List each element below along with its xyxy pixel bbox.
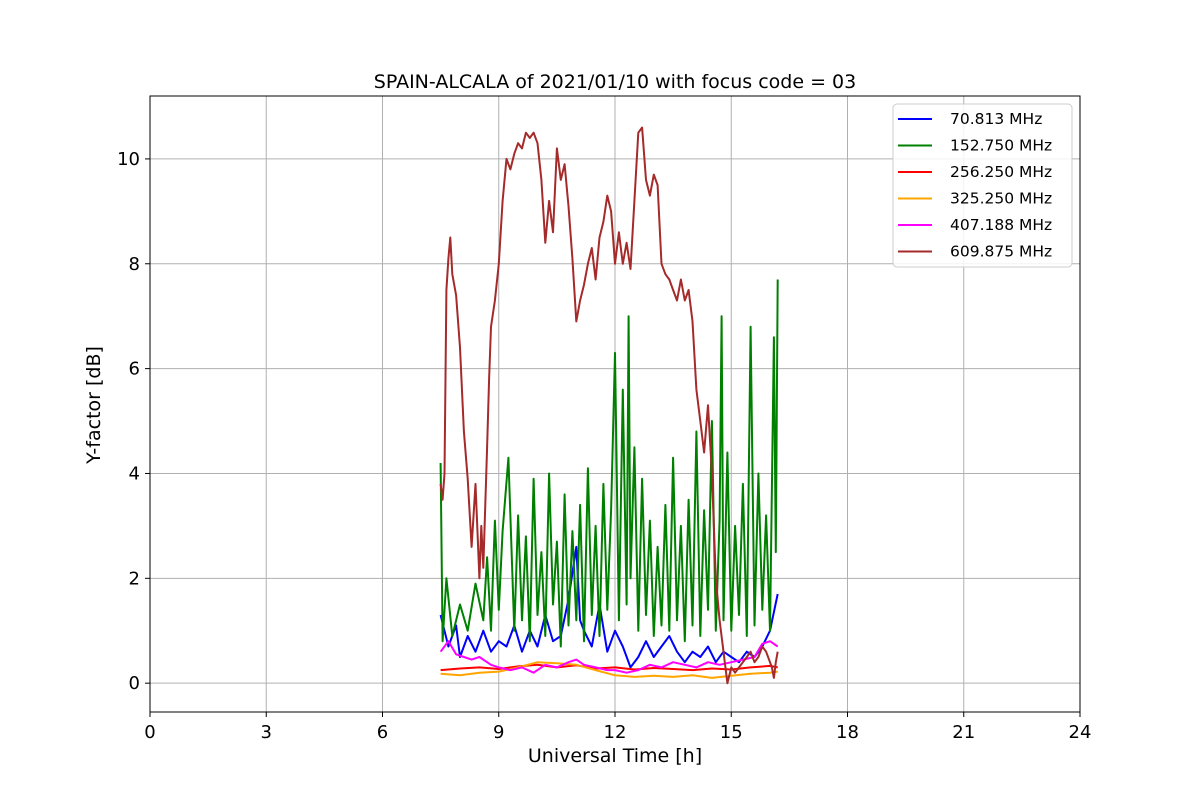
y-axis-ticks: 0 2 4 6 8 10: [117, 149, 150, 694]
x-tick-label: 15: [720, 722, 743, 743]
legend-label-1: 152.750 MHz: [950, 137, 1052, 155]
legend-label-4: 407.188 MHz: [950, 216, 1052, 234]
legend-label-5: 609.875 MHz: [950, 243, 1052, 261]
series-line-3: [440, 661, 778, 679]
x-axis-label: Universal Time [h]: [528, 745, 702, 767]
x-axis-ticks: 0 3 6 9 12 15 18 21 24: [144, 712, 1091, 743]
y-tick-label: 4: [129, 463, 140, 484]
y-tick-label: 8: [129, 254, 140, 275]
legend-label-0: 70.813 MHz: [950, 110, 1042, 128]
chart-title: SPAIN-ALCALA of 2021/01/10 with focus co…: [374, 71, 856, 93]
series-line-1: [439, 279, 779, 648]
x-tick-label: 24: [1069, 722, 1092, 743]
x-tick-label: 12: [604, 722, 627, 743]
legend-box: [892, 103, 1073, 268]
y-tick-label: 2: [129, 568, 140, 589]
y-axis-label: Y-factor [dB]: [83, 346, 105, 465]
legend: 70.813 MHz 152.750 MHz 256.250 MHz 325.250 …: [892, 103, 1073, 268]
legend-label-2: 256.250 MHz: [950, 163, 1052, 181]
x-tick-label: 6: [377, 722, 388, 743]
series-line-5: [439, 126, 779, 685]
y-tick-label: 0: [129, 673, 140, 694]
y-tick-label: 10: [117, 149, 140, 170]
x-tick-label: 18: [836, 722, 859, 743]
y-tick-label: 6: [129, 359, 140, 380]
legend-label-3: 325.250 MHz: [950, 190, 1052, 208]
x-tick-label: 0: [144, 722, 155, 743]
series-layer: [439, 126, 779, 685]
x-tick-label: 21: [952, 722, 975, 743]
x-tick-label: 3: [261, 722, 272, 743]
x-tick-label: 9: [493, 722, 504, 743]
series-line-0: [439, 545, 779, 669]
